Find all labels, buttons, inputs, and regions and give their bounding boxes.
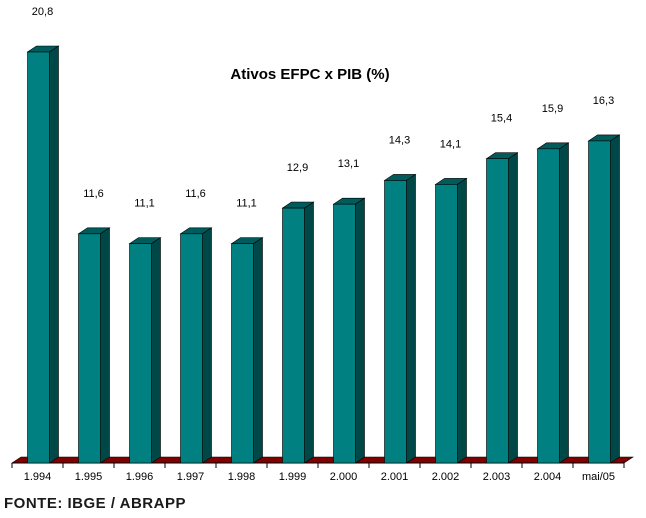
bar: [180, 233, 203, 464]
bar: [384, 180, 407, 464]
bar: [129, 243, 152, 464]
x-tick-label: 2.002: [432, 471, 460, 483]
bar: [486, 158, 509, 464]
x-tick-label: 1.999: [279, 471, 307, 483]
bar-value-label: 20,8: [32, 6, 53, 18]
chart-title: Ativos EFPC x PIB (%): [230, 66, 390, 83]
x-tick-label: 2.000: [330, 471, 358, 483]
x-tick-label: 1.994: [24, 471, 52, 483]
x-tick-label: 1.998: [228, 471, 256, 483]
bar-side-face: [253, 237, 263, 464]
x-tick-label: mai/05: [582, 471, 615, 483]
x-tick-label: 2.003: [483, 471, 511, 483]
x-tick-label: 2.004: [534, 471, 562, 483]
bar: [27, 51, 50, 464]
bar: [282, 207, 305, 464]
bar: [435, 184, 458, 464]
bar: [231, 243, 254, 464]
bar-side-face: [49, 45, 59, 464]
bar-value-label: 15,4: [491, 113, 512, 125]
bar: [537, 148, 560, 464]
bar-side-face: [355, 197, 365, 464]
bar-value-label: 11,6: [83, 188, 104, 200]
bar-value-label: 12,9: [287, 162, 308, 174]
bar-value-label: 11,6: [185, 188, 206, 200]
bar-value-label: 11,1: [134, 198, 155, 210]
x-tick-label: 1.995: [75, 471, 103, 483]
bar: [78, 233, 101, 464]
bar-value-label: 15,9: [542, 103, 563, 115]
bar-side-face: [508, 152, 518, 464]
source-note: FONTE: IBGE / ABRAPP: [4, 495, 186, 512]
bar: [588, 140, 611, 464]
bar-value-label: 13,1: [338, 158, 359, 170]
x-tick-label: 2.001: [381, 471, 409, 483]
bar-value-label: 14,1: [440, 138, 461, 150]
bar-value-label: 11,1: [236, 198, 257, 210]
bar-side-face: [457, 177, 467, 464]
bar-value-label: 14,3: [389, 134, 410, 146]
bar-side-face: [151, 237, 161, 464]
bar-side-face: [406, 173, 416, 464]
bar: [333, 203, 356, 464]
bar-side-face: [100, 227, 110, 464]
bar-side-face: [202, 227, 212, 464]
bar-side-face: [559, 142, 569, 464]
x-tick-label: 1.996: [126, 471, 154, 483]
bar-side-face: [610, 134, 620, 464]
bar-side-face: [304, 201, 314, 464]
x-tick-label: 1.997: [177, 471, 205, 483]
bar-value-label: 16,3: [593, 95, 614, 107]
